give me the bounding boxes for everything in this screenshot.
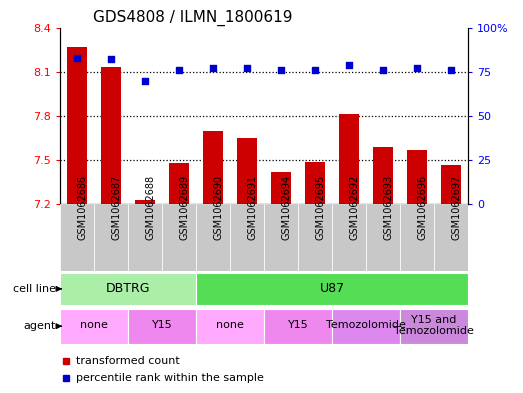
Bar <box>128 204 162 271</box>
Bar <box>135 200 155 204</box>
Bar <box>298 204 332 271</box>
Text: GSM1062690: GSM1062690 <box>213 175 223 240</box>
Bar <box>264 309 332 344</box>
Text: none: none <box>216 320 244 331</box>
Bar <box>237 138 257 204</box>
Text: GSM1062691: GSM1062691 <box>247 175 257 240</box>
Point <box>413 65 422 71</box>
Text: GSM1062689: GSM1062689 <box>179 175 189 240</box>
Text: percentile rank within the sample: percentile rank within the sample <box>76 373 264 383</box>
Text: U87: U87 <box>320 282 345 295</box>
Text: cell line: cell line <box>13 284 56 294</box>
Bar <box>400 204 434 271</box>
Text: Y15: Y15 <box>288 320 309 331</box>
Text: GSM1062696: GSM1062696 <box>417 175 427 240</box>
Bar <box>94 204 128 271</box>
Point <box>175 67 184 73</box>
Bar <box>196 204 230 271</box>
Bar <box>264 204 298 271</box>
Bar <box>400 309 468 344</box>
Bar <box>230 204 264 271</box>
Text: GSM1062697: GSM1062697 <box>451 175 461 241</box>
Text: transformed count: transformed count <box>76 356 180 366</box>
Bar <box>162 204 196 271</box>
Bar <box>305 162 325 204</box>
Bar <box>60 204 94 271</box>
Bar <box>101 67 121 204</box>
Point <box>447 67 456 73</box>
Text: Temozolomide: Temozolomide <box>326 320 406 331</box>
Text: none: none <box>80 320 108 331</box>
Bar <box>169 163 189 204</box>
Text: Y15: Y15 <box>152 320 173 331</box>
Text: agent: agent <box>24 321 56 331</box>
Bar <box>60 309 128 344</box>
Point <box>243 65 252 71</box>
Text: GSM1062692: GSM1062692 <box>349 175 359 241</box>
Text: DBTRG: DBTRG <box>106 282 151 295</box>
Point <box>379 67 388 73</box>
Bar <box>196 273 468 305</box>
Bar <box>203 130 223 204</box>
Point <box>277 67 286 73</box>
Bar <box>196 309 264 344</box>
Point <box>311 67 320 73</box>
Bar <box>339 114 359 204</box>
Bar <box>60 273 196 305</box>
Bar <box>128 309 196 344</box>
Point <box>345 61 354 68</box>
Point <box>73 54 82 61</box>
Point <box>107 56 116 62</box>
Text: GSM1062694: GSM1062694 <box>281 175 291 240</box>
Text: GSM1062695: GSM1062695 <box>315 175 325 241</box>
Text: GSM1062687: GSM1062687 <box>111 175 121 241</box>
Bar <box>434 204 468 271</box>
Text: Y15 and
Temozolomide: Y15 and Temozolomide <box>394 315 474 336</box>
Point <box>141 77 150 84</box>
Bar <box>332 204 366 271</box>
Bar <box>332 309 400 344</box>
Bar <box>67 47 87 204</box>
Bar <box>441 165 461 204</box>
Bar <box>366 204 400 271</box>
Point <box>209 65 218 71</box>
Text: GSM1062686: GSM1062686 <box>77 175 87 240</box>
Text: GDS4808 / ILMN_1800619: GDS4808 / ILMN_1800619 <box>93 10 292 26</box>
Text: GSM1062688: GSM1062688 <box>145 175 155 240</box>
Bar <box>373 147 393 204</box>
Bar <box>271 172 291 204</box>
Text: GSM1062693: GSM1062693 <box>383 175 393 240</box>
Bar <box>407 150 427 204</box>
